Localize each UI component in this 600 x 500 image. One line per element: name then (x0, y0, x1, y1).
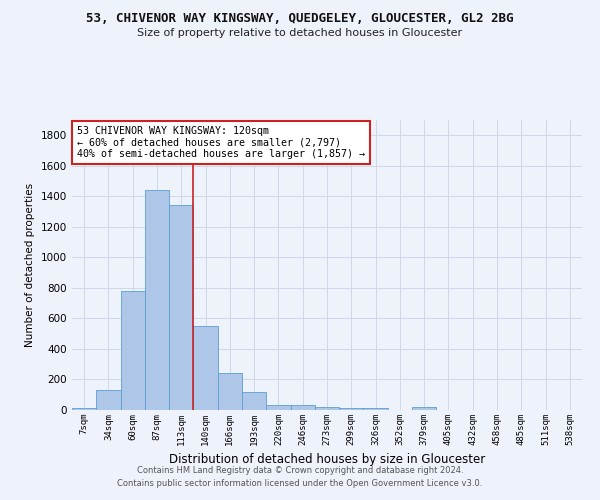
X-axis label: Distribution of detached houses by size in Gloucester: Distribution of detached houses by size … (169, 454, 485, 466)
Text: Size of property relative to detached houses in Gloucester: Size of property relative to detached ho… (137, 28, 463, 38)
Y-axis label: Number of detached properties: Number of detached properties (25, 183, 35, 347)
Bar (266, 404, 290, 410)
Bar (145, 190, 169, 410)
Bar (193, 326, 218, 410)
Bar (364, 408, 388, 410)
Bar (242, 392, 266, 410)
Bar (412, 407, 436, 410)
Bar (72, 408, 96, 410)
Text: Contains HM Land Registry data © Crown copyright and database right 2024.
Contai: Contains HM Land Registry data © Crown c… (118, 466, 482, 487)
Bar (290, 406, 315, 410)
Bar (121, 291, 145, 410)
Bar (315, 407, 339, 410)
Bar (339, 408, 364, 410)
Text: 53, CHIVENOR WAY KINGSWAY, QUEDGELEY, GLOUCESTER, GL2 2BG: 53, CHIVENOR WAY KINGSWAY, QUEDGELEY, GL… (86, 12, 514, 26)
Bar (169, 206, 193, 410)
Bar (96, 390, 121, 410)
Bar (218, 372, 242, 410)
Text: 53 CHIVENOR WAY KINGSWAY: 120sqm
← 60% of detached houses are smaller (2,797)
40: 53 CHIVENOR WAY KINGSWAY: 120sqm ← 60% o… (77, 126, 365, 159)
